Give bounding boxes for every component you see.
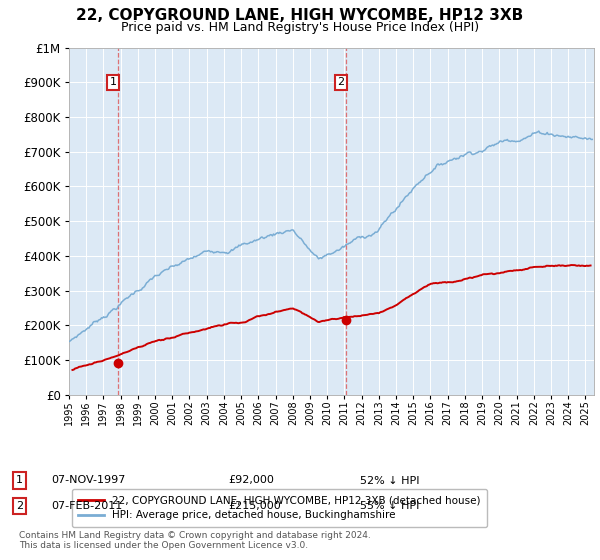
- Text: 1: 1: [16, 475, 23, 486]
- Text: Contains HM Land Registry data © Crown copyright and database right 2024.
This d: Contains HM Land Registry data © Crown c…: [19, 531, 371, 550]
- Text: 52% ↓ HPI: 52% ↓ HPI: [360, 475, 419, 486]
- Text: 07-NOV-1997: 07-NOV-1997: [51, 475, 125, 486]
- Text: £215,000: £215,000: [228, 501, 281, 511]
- Text: 1: 1: [109, 77, 116, 87]
- Text: Price paid vs. HM Land Registry's House Price Index (HPI): Price paid vs. HM Land Registry's House …: [121, 21, 479, 34]
- Text: 2: 2: [16, 501, 23, 511]
- Legend: 22, COPYGROUND LANE, HIGH WYCOMBE, HP12 3XB (detached house), HPI: Average price: 22, COPYGROUND LANE, HIGH WYCOMBE, HP12 …: [71, 489, 487, 527]
- Text: 55% ↓ HPI: 55% ↓ HPI: [360, 501, 419, 511]
- Text: 22, COPYGROUND LANE, HIGH WYCOMBE, HP12 3XB: 22, COPYGROUND LANE, HIGH WYCOMBE, HP12 …: [76, 8, 524, 24]
- Text: £92,000: £92,000: [228, 475, 274, 486]
- Text: 07-FEB-2011: 07-FEB-2011: [51, 501, 122, 511]
- Text: 2: 2: [337, 77, 344, 87]
